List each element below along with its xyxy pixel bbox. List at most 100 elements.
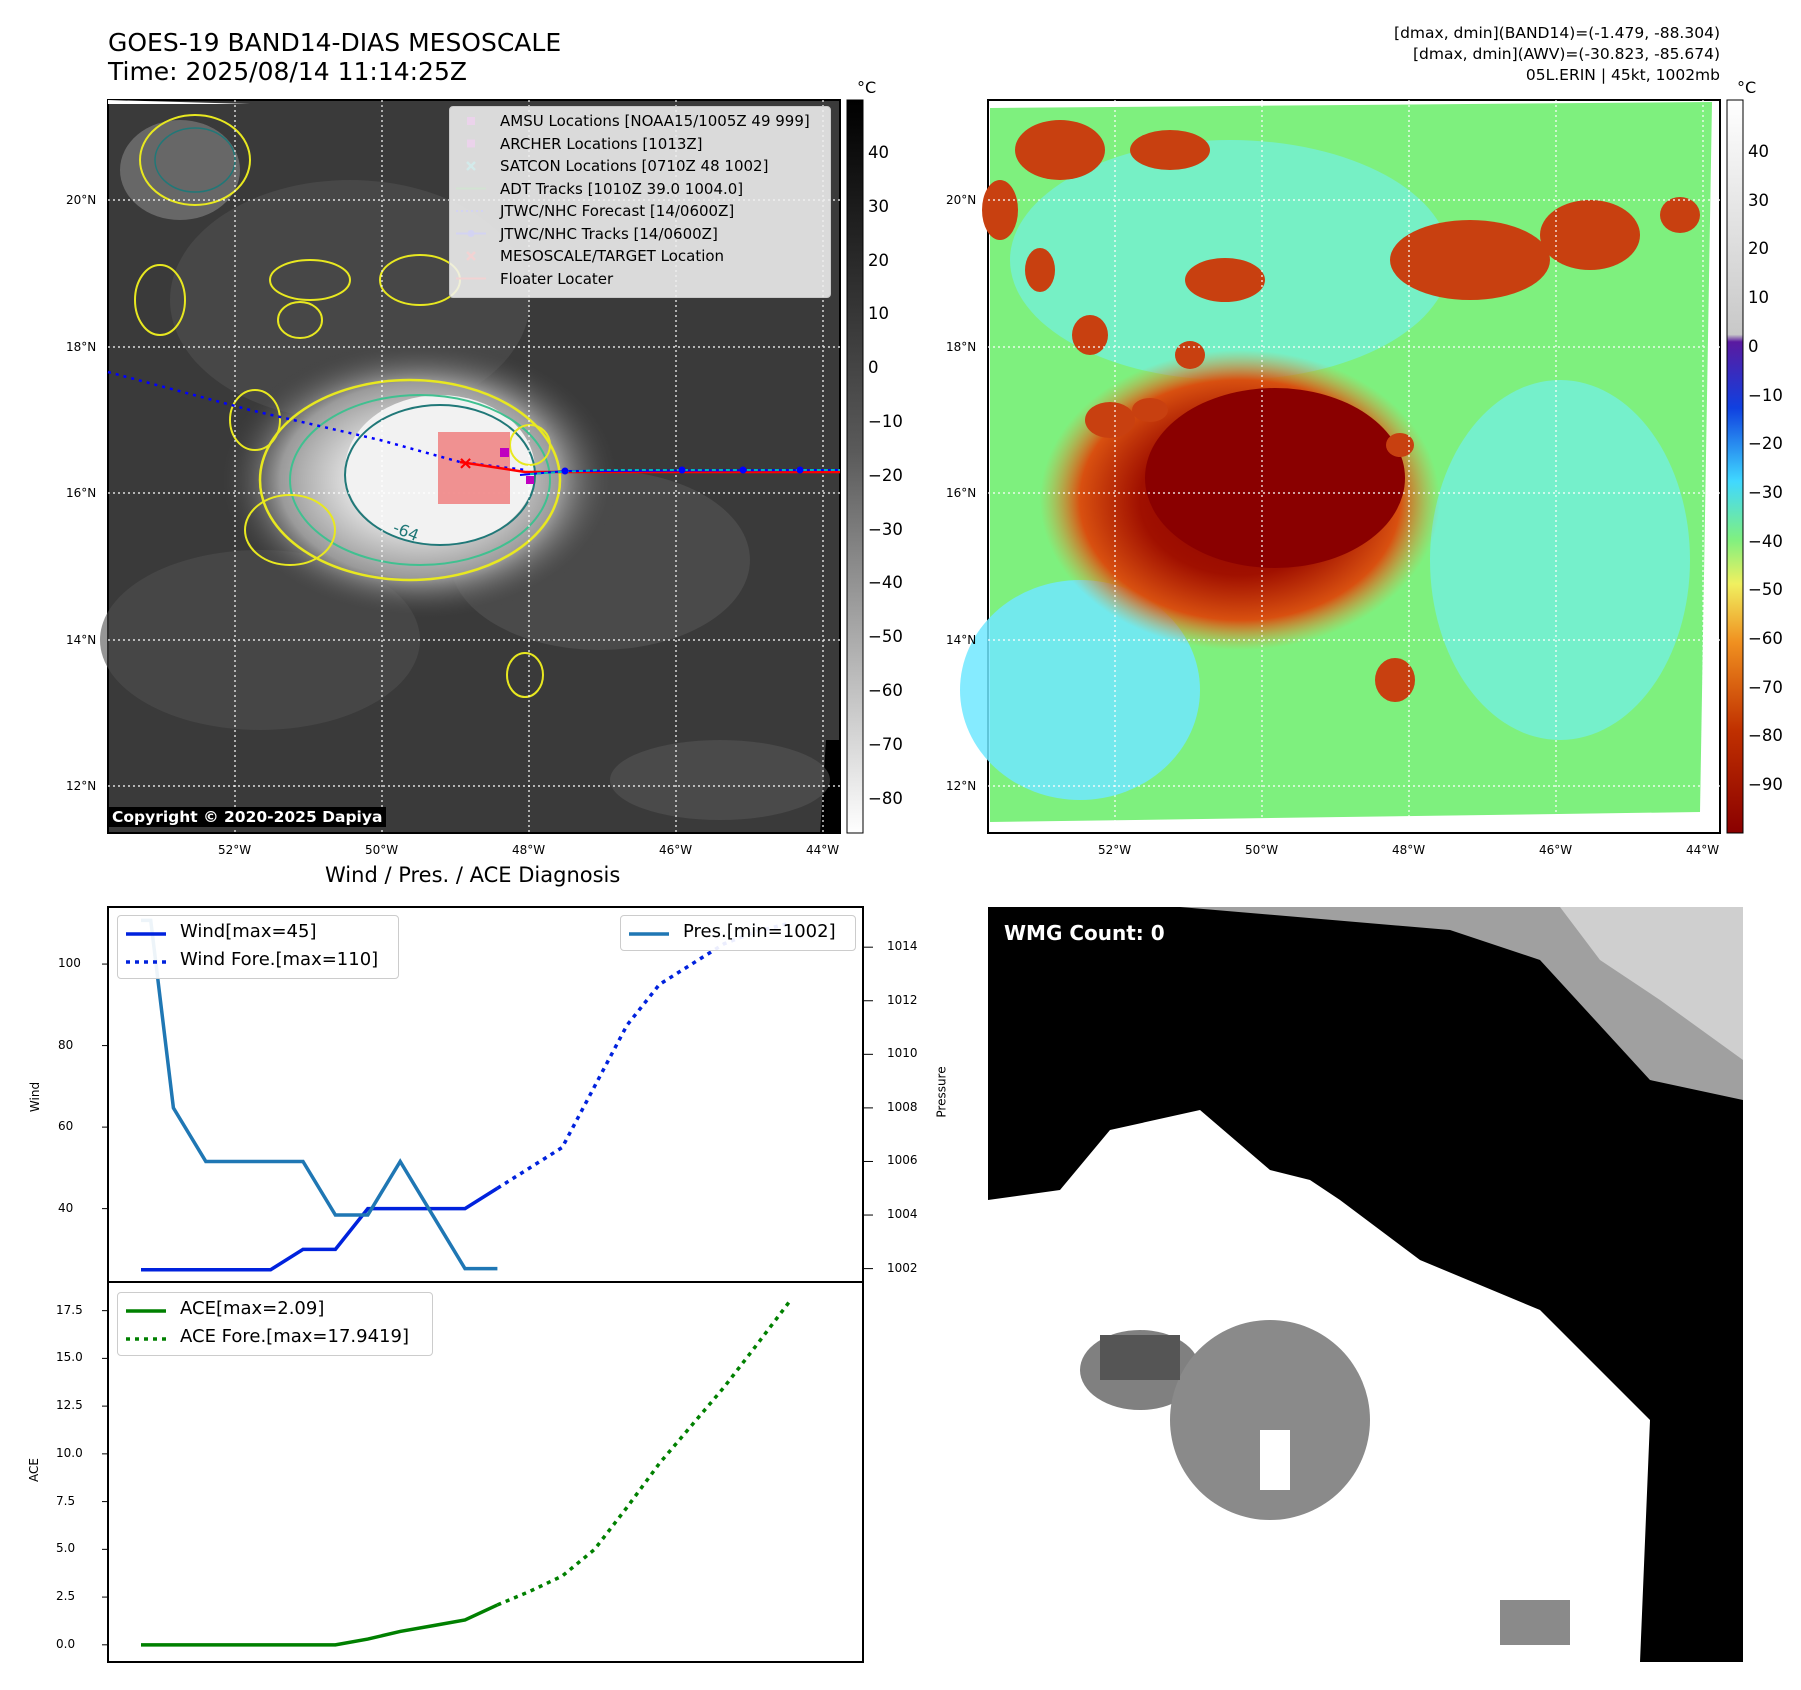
wind-tick-label: 60 — [58, 1119, 74, 1134]
colorbar-right-tick: −80 — [1748, 726, 1783, 746]
map-legend — [449, 106, 831, 298]
wind-tick-label: 40 — [58, 1200, 74, 1215]
wind-legend-swatch — [126, 932, 166, 936]
colorbar-left-unit: °C — [857, 78, 877, 97]
map-legend-label: AMSU Locations [NOAA15/1005Z 49 999] — [500, 112, 810, 130]
ace-legend-label: ACE[max=2.09] — [180, 1298, 325, 1319]
ace-tick-label: 15.0 — [56, 1350, 83, 1365]
map-legend-label: Floater Locater — [500, 269, 614, 288]
pressure-tick-label: 1006 — [887, 1153, 918, 1168]
figure-timestamp: Time: 2025/08/14 11:14:25Z — [108, 57, 467, 86]
map-lon-label: 52°W — [218, 843, 252, 857]
figure-title: GOES-19 BAND14-DIAS MESOSCALE — [108, 28, 562, 57]
ace-tick-label: 10.0 — [56, 1445, 83, 1460]
wind-tick-label: 100 — [58, 956, 81, 971]
colorbar-right-tick: 30 — [1748, 190, 1769, 210]
wind-legend-label: Wind[max=45] — [180, 921, 317, 942]
colorbar-left-tick: 20 — [868, 250, 889, 270]
map-lon-label: 50°W — [365, 843, 399, 857]
colorbar-left-tick: −10 — [868, 412, 903, 431]
pressure-tick-label: 1010 — [887, 1046, 918, 1061]
colorbar-right-tick: −60 — [1748, 629, 1783, 648]
map-lat-label: 20°N — [66, 193, 97, 207]
wind-series-line-2 — [141, 918, 498, 1271]
pressure-tick-label: 1004 — [887, 1207, 918, 1222]
map-lon-label: 52°W — [1098, 843, 1132, 857]
wmg-panel — [988, 907, 1743, 1662]
map-lon-label: 48°W — [512, 843, 546, 857]
ace-fore-legend-swatch — [126, 1337, 166, 1341]
pressure-legend-label: Pres.[min=1002] — [683, 921, 836, 942]
map-legend-label: ARCHER Locations [1013Z] — [500, 134, 703, 153]
pressure-legend-swatch — [629, 932, 669, 936]
colorbar-right-tick: −10 — [1748, 385, 1783, 405]
colorbar-left-tick: −50 — [868, 627, 903, 647]
ace-series-line-0 — [141, 1603, 499, 1647]
pressure-tick-label: 1014 — [887, 939, 918, 954]
colorbar-left-tick: 10 — [868, 304, 889, 324]
band14-stats: [dmax, dmin](BAND14)=(-1.479, -88.304) — [1394, 24, 1720, 42]
colorbar-right-tick: 0 — [1748, 336, 1759, 356]
map-legend-label: JTWC/NHC Tracks [14/0600Z] — [500, 224, 718, 243]
wind-series-line-0 — [141, 1186, 499, 1272]
ace-tick-label: 17.5 — [56, 1302, 83, 1317]
wind-legend: Wind[max=45] Wind Fore.[max=110] — [117, 915, 399, 979]
awv-stats: [dmax, dmin](AWV)=(-30.823, -85.674) — [1413, 45, 1720, 63]
map-lon-label: 48°W — [1392, 843, 1426, 857]
map-lat-label: 14°N — [946, 633, 977, 647]
colorbar-left-tick: 0 — [868, 358, 879, 378]
map-legend-label: ADT Tracks [1010Z 39.0 1004.0] — [500, 179, 744, 198]
ace-legend: ACE[max=2.09] ACE Fore.[max=17.9419] — [117, 1292, 433, 1356]
pressure-tick-label: 1012 — [887, 992, 918, 1007]
ace-tick-label: 12.5 — [56, 1398, 83, 1413]
colorbar-right-unit: °C — [1737, 78, 1757, 97]
colorbar-left-tick: −30 — [868, 519, 903, 539]
colorbar-right-tick: 20 — [1748, 239, 1769, 259]
map-lat-label: 16°N — [66, 486, 97, 500]
map-lat-label: 14°N — [66, 633, 97, 647]
ace-tick-label: 0.0 — [56, 1636, 76, 1651]
colorbar-left-tick: 40 — [868, 143, 889, 162]
ace-axis-label: ACE — [26, 1458, 41, 1482]
map-legend-label: JTWC/NHC Forecast [14/0600Z] — [500, 202, 735, 220]
map-lon-label: 44°W — [806, 843, 840, 857]
wind-fore-legend-swatch — [126, 960, 166, 964]
map-lon-label: 50°W — [1245, 843, 1279, 857]
map-lon-label: 46°W — [1539, 843, 1573, 857]
pressure-axis-label: Pressure — [934, 1066, 949, 1118]
colorbar-left-tick: −20 — [868, 465, 903, 485]
colorbar-left-tick: −60 — [868, 681, 903, 700]
map-lat-label: 16°N — [946, 486, 977, 500]
colorbar-left-tick: −80 — [868, 788, 903, 808]
map-lat-label: 18°N — [946, 340, 977, 354]
colorbar-right-tick: −90 — [1748, 775, 1783, 795]
awv-map-panel — [960, 99, 1721, 834]
ace-fore-legend-label: ACE Fore.[max=17.9419] — [180, 1326, 409, 1347]
map-lon-label: 44°W — [1686, 843, 1720, 857]
pressure-tick-label: 1002 — [887, 1260, 918, 1275]
copyright-badge: Copyright © 2020-2025 Dapiya — [108, 807, 387, 827]
colorbar-right-tick: −40 — [1748, 531, 1783, 551]
ace-tick-label: 5.0 — [56, 1541, 76, 1556]
ir-colorbar — [846, 99, 864, 834]
pressure-legend: Pres.[min=1002] — [620, 915, 856, 951]
colorbar-right-tick: 10 — [1748, 288, 1769, 308]
wind-panel-title: Wind / Pres. / ACE Diagnosis — [325, 863, 621, 887]
map-lat-label: 20°N — [946, 193, 977, 207]
svg-text:×: × — [458, 453, 473, 474]
colorbar-right-tick: −30 — [1748, 482, 1783, 502]
map-lat-label: 12°N — [66, 779, 97, 793]
storm-info: 05L.ERIN | 45kt, 1002mb — [1525, 66, 1720, 84]
awv-colorbar — [1726, 99, 1744, 834]
colorbar-right-tick: 40 — [1748, 142, 1769, 161]
ace-tick-label: 7.5 — [56, 1493, 76, 1508]
wind-axis-label: Wind — [28, 1081, 43, 1113]
wmg-count-label: WMG Count: 0 — [1004, 921, 1165, 945]
wind-fore-legend-label: Wind Fore.[max=110] — [180, 949, 379, 970]
ace-chart — [102, 1301, 791, 1647]
pressure-tick-label: 1008 — [887, 1099, 918, 1114]
colorbar-right-tick: −20 — [1748, 434, 1783, 454]
colorbar-left-tick: 30 — [868, 196, 889, 216]
colorbar-left-tick: −70 — [868, 734, 903, 754]
